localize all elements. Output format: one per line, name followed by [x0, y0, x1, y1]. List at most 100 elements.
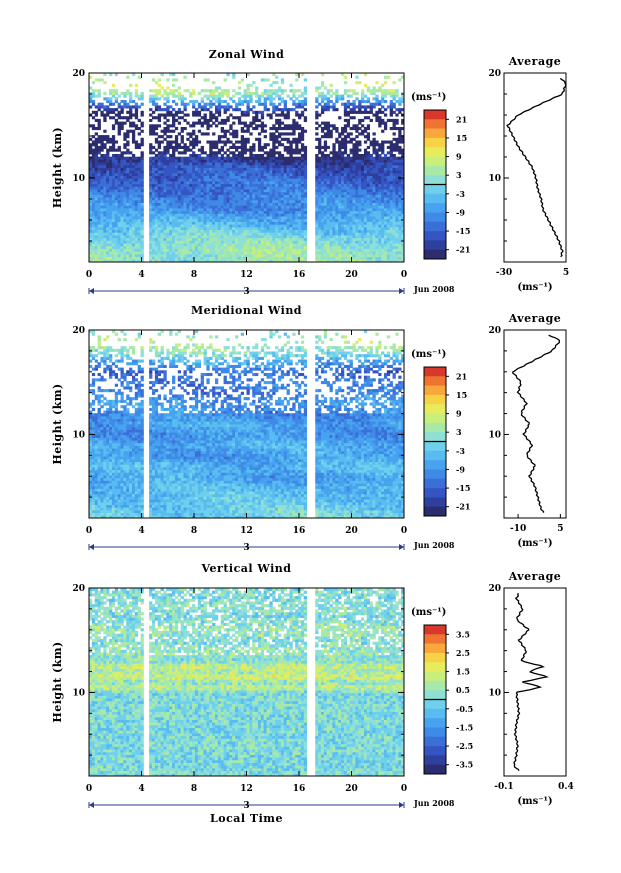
heatmap-cell — [266, 197, 270, 201]
heatmap-cell — [120, 229, 124, 233]
heatmap-cell — [197, 210, 202, 214]
heatmap-cell — [94, 191, 98, 195]
heatmap-cell — [140, 232, 144, 236]
heatmap-cell — [257, 248, 262, 252]
heatmap-cell — [363, 232, 368, 236]
heatmap-cell — [91, 172, 96, 176]
heatmap-cell — [215, 124, 219, 128]
heatmap-cell — [280, 256, 285, 260]
heatmap-cell — [278, 224, 282, 228]
heatmap-cell — [235, 202, 239, 206]
heatmap-cell — [154, 221, 159, 225]
heatmap-cell — [169, 221, 173, 225]
heatmap-cell — [203, 240, 207, 244]
heatmap-cell — [263, 221, 267, 225]
heatmap-cell — [209, 175, 213, 179]
heatmap-cell — [180, 170, 184, 174]
heatmap-cell — [349, 140, 353, 144]
heatmap-cell — [134, 175, 139, 179]
heatmap-cell — [358, 156, 362, 160]
heatmap-cell — [341, 235, 345, 239]
heatmap-cell — [341, 226, 345, 230]
heatmap-cell — [111, 210, 116, 214]
heatmap-cell — [240, 172, 245, 176]
heatmap-cell — [197, 189, 202, 193]
heatmap-cell — [300, 181, 305, 185]
heatmap-cell — [154, 167, 159, 171]
heatmap-cell — [120, 256, 124, 260]
heatmap-cell — [232, 224, 236, 228]
heatmap-cell — [249, 175, 253, 179]
heatmap-cell — [197, 226, 202, 230]
heatmap-cell — [240, 210, 245, 214]
heatmap-cell — [212, 237, 216, 241]
heatmap-cell — [126, 208, 130, 212]
heatmap-cell — [386, 159, 391, 163]
heatmap-cell — [338, 186, 342, 190]
heatmap-cell — [392, 232, 396, 236]
heatmap-cell — [94, 162, 98, 166]
heatmap-cell — [246, 186, 250, 190]
heatmap-cell — [117, 175, 121, 179]
heatmap-cell — [329, 164, 333, 168]
heatmap-cell — [269, 191, 273, 195]
heatmap-cell — [111, 186, 116, 190]
heatmap-cell — [232, 213, 236, 217]
heatmap-cell — [341, 167, 345, 171]
heatmap-cell — [257, 145, 262, 149]
heatmap-cell — [255, 186, 259, 190]
heatmap-cell — [140, 143, 144, 147]
heatmap-cell — [246, 213, 250, 217]
heatmap-cell — [97, 259, 101, 263]
heatmap-cell — [169, 199, 173, 203]
heatmap-cell — [163, 154, 167, 158]
heatmap-cell — [275, 137, 279, 141]
heatmap-cell — [169, 172, 173, 176]
heatmap-cell — [386, 229, 391, 233]
heatmap-cell — [386, 235, 391, 239]
heatmap-cell — [300, 183, 305, 187]
heatmap-cell — [163, 216, 167, 220]
heatmap-cell — [120, 205, 124, 209]
heatmap-cell — [134, 235, 139, 239]
heatmap-cell — [295, 110, 299, 114]
heatmap-cell — [269, 221, 273, 225]
heatmap-cell — [237, 159, 242, 163]
heatmap-cell — [375, 175, 379, 179]
heatmap-cell — [392, 216, 396, 220]
heatmap-cell — [303, 154, 308, 158]
heatmap-cell — [177, 224, 182, 228]
heatmap-cell — [120, 181, 124, 185]
heatmap-cell — [329, 235, 333, 239]
heatmap-cell — [298, 127, 302, 131]
heatmap-cell — [172, 181, 176, 185]
heatmap-cell — [126, 156, 130, 160]
heatmap-cell — [275, 213, 279, 217]
heatmap-cell — [295, 194, 299, 198]
heatmap-cell — [389, 113, 393, 117]
heatmap-cell — [89, 181, 93, 185]
heatmap-cell — [160, 199, 164, 203]
heatmap-cell — [117, 124, 121, 128]
heatmap-cell — [332, 186, 336, 190]
heatmap-cell — [203, 170, 207, 174]
heatmap-cell — [341, 162, 345, 166]
heatmap-cell — [326, 135, 330, 139]
heatmap-cell — [272, 232, 276, 236]
heatmap-cell — [363, 178, 368, 182]
heatmap-cell — [401, 216, 405, 220]
heatmap-cell — [180, 243, 184, 247]
heatmap-cell — [269, 175, 273, 179]
heatmap-cell — [260, 232, 265, 236]
heatmap-cell — [237, 183, 242, 187]
heatmap-cell — [329, 213, 333, 217]
heatmap-cell — [272, 156, 276, 160]
heatmap-cell — [180, 256, 184, 260]
heatmap-cell — [111, 154, 116, 158]
heatmap-cell — [298, 151, 302, 155]
heatmap-cell — [160, 113, 164, 117]
heatmap-cell — [126, 245, 130, 249]
heatmap-cell — [349, 137, 353, 141]
heatmap-cell — [398, 208, 402, 212]
heatmap-cell — [252, 162, 256, 166]
